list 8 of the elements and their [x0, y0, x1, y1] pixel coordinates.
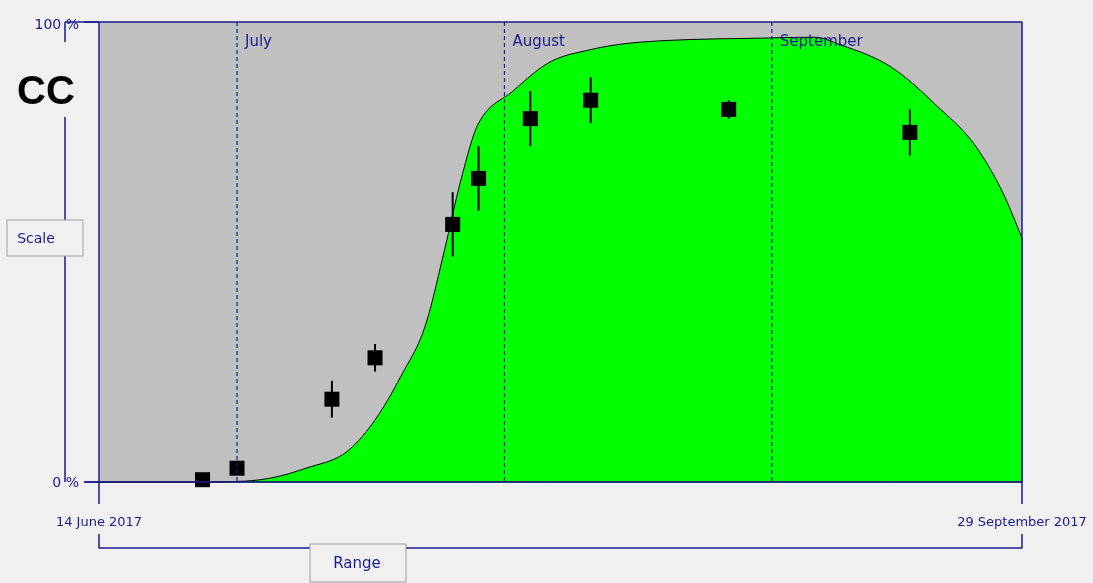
ref-line-label: July: [244, 32, 273, 50]
x-tick-label: 29 September 2017: [957, 514, 1087, 529]
y-axis-title: Scale: [17, 229, 55, 246]
ref-line-label: August: [512, 32, 566, 50]
x-tick-label: 14 June 2017: [55, 514, 143, 529]
y-tick-label: 0 %: [52, 473, 79, 490]
x-axis-title: Range: [333, 554, 381, 573]
text: CC: [17, 68, 75, 112]
